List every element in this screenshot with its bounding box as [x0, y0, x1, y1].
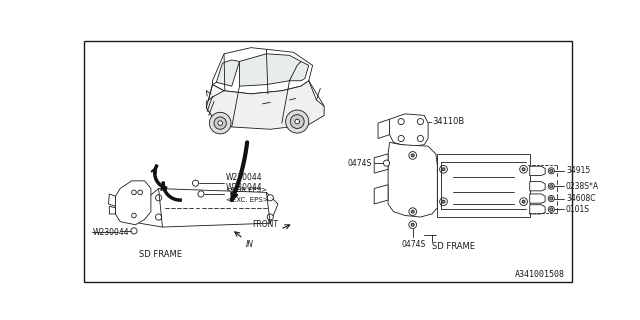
Polygon shape [239, 54, 301, 86]
Circle shape [267, 214, 273, 220]
Polygon shape [530, 182, 545, 191]
Bar [437, 154, 530, 217]
Circle shape [291, 115, 304, 129]
Text: W230044: W230044 [225, 172, 262, 182]
Circle shape [218, 121, 223, 125]
Circle shape [548, 183, 554, 189]
Text: <EXC. EPS>: <EXC. EPS> [225, 197, 268, 203]
Text: A341001508: A341001508 [515, 270, 565, 279]
Circle shape [522, 168, 525, 171]
Polygon shape [206, 81, 324, 129]
Circle shape [550, 169, 553, 172]
Circle shape [193, 180, 198, 186]
Circle shape [132, 190, 136, 195]
Circle shape [417, 135, 424, 141]
Circle shape [398, 135, 404, 141]
Text: W230044: W230044 [92, 228, 129, 237]
Circle shape [550, 197, 553, 200]
Circle shape [520, 165, 527, 173]
Polygon shape [136, 188, 278, 227]
Circle shape [131, 228, 137, 234]
Polygon shape [530, 205, 545, 214]
Circle shape [383, 160, 390, 166]
Circle shape [214, 117, 227, 129]
Circle shape [156, 195, 162, 201]
Circle shape [198, 191, 204, 197]
Circle shape [417, 118, 424, 124]
Circle shape [440, 198, 447, 205]
Text: 0474S: 0474S [348, 159, 372, 168]
Circle shape [411, 210, 414, 213]
Circle shape [548, 196, 554, 202]
Polygon shape [212, 48, 312, 94]
Circle shape [440, 165, 447, 173]
Circle shape [209, 112, 231, 134]
Text: 0474S: 0474S [401, 240, 426, 249]
Text: W230044: W230044 [225, 183, 262, 192]
Circle shape [550, 208, 553, 211]
Circle shape [550, 185, 553, 188]
Text: 34110B: 34110B [432, 117, 464, 126]
Circle shape [267, 195, 273, 201]
Polygon shape [388, 142, 437, 217]
Circle shape [411, 223, 414, 226]
Circle shape [442, 200, 445, 203]
Polygon shape [374, 154, 388, 173]
Circle shape [522, 200, 525, 203]
Circle shape [295, 119, 300, 124]
Circle shape [548, 206, 554, 212]
Polygon shape [390, 114, 428, 146]
Polygon shape [109, 206, 115, 214]
Polygon shape [289, 61, 308, 81]
Circle shape [156, 214, 162, 220]
Polygon shape [216, 60, 239, 86]
Polygon shape [206, 84, 224, 119]
Circle shape [442, 168, 445, 171]
Text: FRONT: FRONT [252, 220, 278, 229]
Text: SD FRAME: SD FRAME [140, 250, 182, 259]
Polygon shape [530, 166, 545, 175]
Polygon shape [530, 194, 545, 203]
Text: 34915: 34915 [566, 166, 590, 175]
Polygon shape [109, 194, 115, 206]
Text: SD FRAME: SD FRAME [432, 243, 475, 252]
Circle shape [409, 221, 417, 228]
Text: 0238S*A: 0238S*A [566, 182, 599, 191]
Text: <FOR EPS>: <FOR EPS> [225, 187, 267, 193]
Circle shape [132, 213, 136, 218]
Circle shape [285, 110, 308, 133]
Text: 0101S: 0101S [566, 205, 590, 214]
Circle shape [411, 154, 414, 157]
Polygon shape [374, 185, 388, 204]
Circle shape [138, 190, 143, 195]
Circle shape [409, 152, 417, 159]
Circle shape [520, 198, 527, 205]
Circle shape [548, 168, 554, 174]
Polygon shape [378, 119, 390, 139]
Text: IN: IN [246, 240, 253, 249]
Circle shape [409, 208, 417, 215]
Circle shape [398, 118, 404, 124]
Polygon shape [115, 181, 151, 225]
Text: 34608C: 34608C [566, 194, 595, 203]
